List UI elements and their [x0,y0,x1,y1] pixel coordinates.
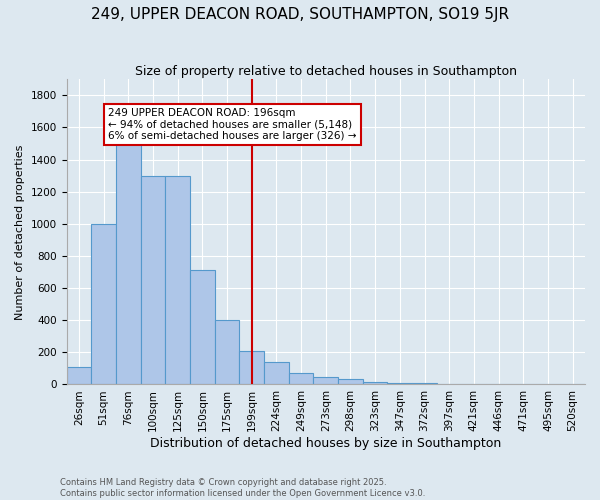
Bar [91,224,116,384]
Bar [140,176,165,384]
Bar [313,377,338,384]
Text: 249, UPPER DEACON ROAD, SOUTHAMPTON, SO19 5JR: 249, UPPER DEACON ROAD, SOUTHAMPTON, SO1… [91,8,509,22]
Bar [116,144,140,384]
Bar [388,383,412,384]
Bar [338,379,363,384]
Bar [289,373,313,384]
Text: 249 UPPER DEACON ROAD: 196sqm
← 94% of detached houses are smaller (5,148)
6% of: 249 UPPER DEACON ROAD: 196sqm ← 94% of d… [109,108,357,142]
Text: Contains HM Land Registry data © Crown copyright and database right 2025.
Contai: Contains HM Land Registry data © Crown c… [60,478,425,498]
Bar [264,362,289,384]
Y-axis label: Number of detached properties: Number of detached properties [15,144,25,320]
Bar [239,350,264,384]
Title: Size of property relative to detached houses in Southampton: Size of property relative to detached ho… [135,65,517,78]
Bar [363,382,388,384]
Bar [412,382,437,384]
Bar [190,270,215,384]
Bar [67,367,91,384]
Bar [165,176,190,384]
Bar [215,320,239,384]
X-axis label: Distribution of detached houses by size in Southampton: Distribution of detached houses by size … [150,437,502,450]
